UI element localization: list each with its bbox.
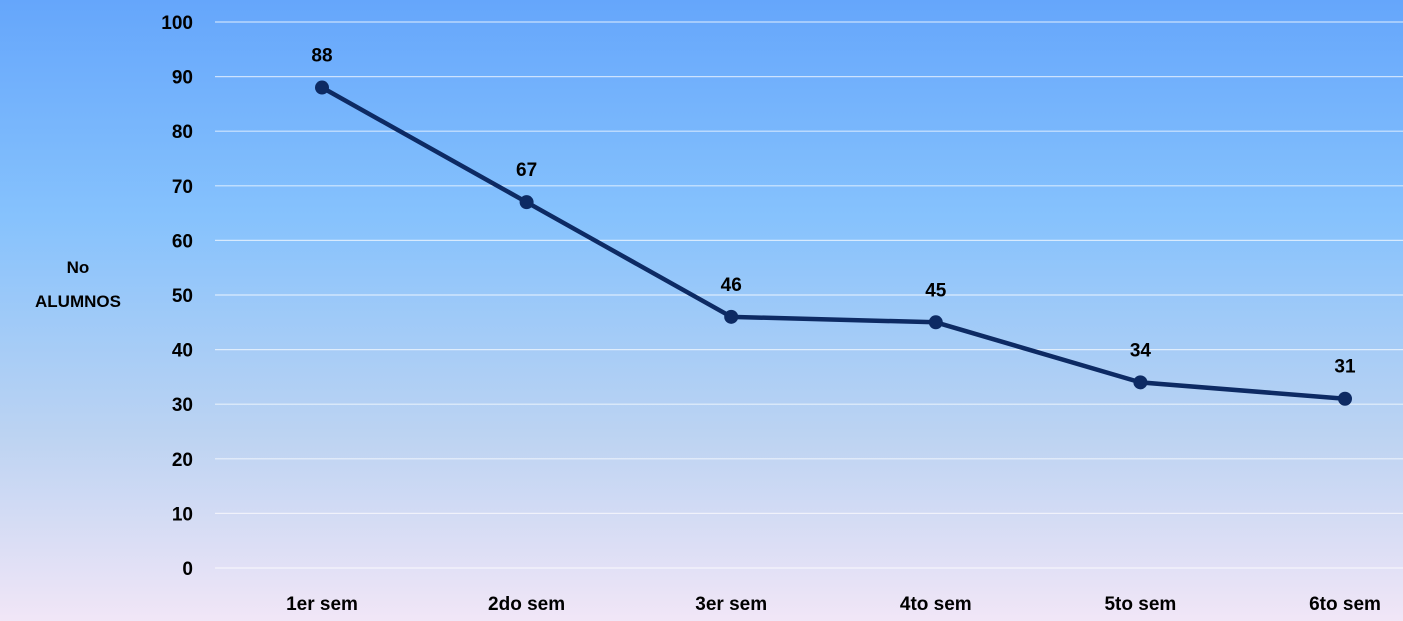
x-tick-label: 1er sem [286, 594, 358, 615]
y-tick-label: 10 [172, 504, 193, 525]
x-tick-label: 6to sem [1309, 594, 1381, 615]
y-tick-label: 70 [172, 177, 193, 198]
y-tick-label: 60 [172, 231, 193, 252]
x-tick-label: 5to sem [1104, 594, 1176, 615]
series-line-group [315, 80, 1352, 406]
data-label: 88 [311, 46, 332, 67]
data-label: 45 [925, 280, 947, 301]
y-tick-label: 80 [172, 122, 193, 143]
data-point [519, 195, 534, 210]
x-axis-ticks: 1er sem 2do sem 3er sem 4to sem 5to sem 6to s… [286, 594, 1381, 615]
data-point [724, 309, 739, 324]
data-point [1338, 391, 1352, 406]
data-label: 46 [721, 275, 742, 296]
data-label: 34 [1130, 340, 1152, 361]
data-point [315, 80, 329, 95]
data-point [1133, 375, 1148, 390]
y-tick-label: 50 [172, 286, 193, 307]
x-tick-label: 3er sem [695, 594, 767, 615]
y-axis-label-line-2: ALUMNOS [35, 292, 121, 311]
data-label: 31 [1334, 357, 1356, 378]
x-tick-label: 2do sem [488, 594, 565, 615]
y-axis-label-line-1: No [67, 258, 90, 277]
y-tick-label: 100 [161, 13, 193, 34]
data-label: 67 [516, 160, 537, 181]
data-point [928, 315, 943, 330]
y-tick-label: 90 [172, 68, 193, 89]
x-tick-label: 4to sem [900, 594, 972, 615]
y-axis-ticks: 0 10 20 30 40 50 60 70 80 90 100 [161, 13, 193, 580]
y-tick-label: 30 [172, 395, 193, 416]
y-tick-label: 20 [172, 450, 193, 471]
y-tick-label: 40 [172, 341, 193, 362]
gridlines [215, 21, 1403, 569]
data-labels: 88 67 46 45 34 31 [311, 46, 1356, 378]
series-line [319, 85, 1348, 401]
y-tick-label: 0 [182, 559, 193, 580]
